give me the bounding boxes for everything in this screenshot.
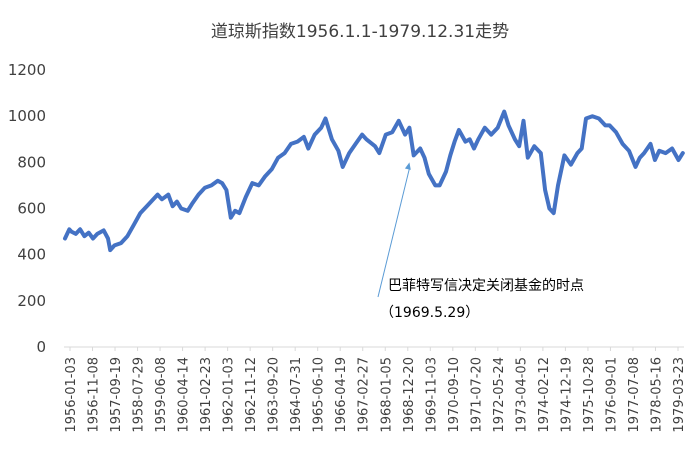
x-tick-label: 1977-07-08 [627,357,642,433]
annotation-arrowhead [404,162,411,170]
x-tick-label: 1974-12-19 [559,357,574,433]
y-axis: 0 200 400 600 800 1000 1200 [8,61,46,356]
x-tick-label: 1962-11-12 [244,357,259,433]
plot-area [63,109,685,253]
x-tick-label: 1964-07-31 [289,357,304,433]
x-tick-label: 1970-09-10 [447,357,462,433]
x-tick-label: 1971-07-20 [469,357,484,433]
x-tick-label: 1974-02-12 [537,357,552,433]
annotation: 巴菲特写信决定关闭基金的时点 （1969.5.29） [377,162,584,321]
y-tick-label: 1000 [8,107,46,125]
annotation-label: 巴菲特写信决定关闭基金的时点 [388,277,584,294]
series-line [63,109,685,253]
x-tick-label: 1978-05-16 [649,357,664,433]
x-tick-label: 1976-09-01 [604,357,619,433]
x-tick-label: 1969-11-03 [424,357,439,433]
x-tick-label: 1968-12-20 [402,357,417,433]
x-tick-label: 1968-01-05 [379,357,394,433]
x-tick-label: 1958-07-29 [132,357,147,433]
y-tick-label: 600 [17,200,46,218]
x-tick-label: 1957-09-19 [109,357,124,433]
y-tick-label: 800 [17,153,46,171]
annotation-date: （1969.5.29） [380,305,479,321]
x-tick-label: 1967-02-27 [357,357,372,433]
x-tick-label: 1960-04-14 [177,357,192,433]
x-tick-label: 1956-11-08 [87,357,102,433]
x-tick-label: 1966-04-19 [334,357,349,433]
x-tick-label: 1959-06-08 [154,357,169,433]
x-tick-label: 1975-10-28 [582,357,597,433]
y-tick-label: 1200 [8,61,46,79]
x-tick-label: 1979-03-23 [672,357,687,433]
x-tick-label: 1972-05-24 [492,357,507,433]
x-tick-label: 1963-09-20 [267,357,282,433]
x-tick-label: 1962-01-03 [222,357,237,433]
x-tick-label: 1961-02-23 [199,357,214,433]
chart-title: 道琼斯指数1956.1.1-1979.12.31走势 [211,22,509,42]
x-axis: 1956-01-03 1956-11-08 1957-09-19 1958-07-29… [64,346,687,433]
y-tick-label: 400 [17,246,46,264]
annotation-arrow [377,168,410,298]
x-tick-label: 1965-06-10 [312,357,327,433]
x-tick-label: 1956-01-03 [64,357,79,433]
y-tick-label: 200 [17,292,46,310]
y-tick-label: 0 [36,338,46,356]
x-tick-label: 1973-04-05 [514,357,529,433]
